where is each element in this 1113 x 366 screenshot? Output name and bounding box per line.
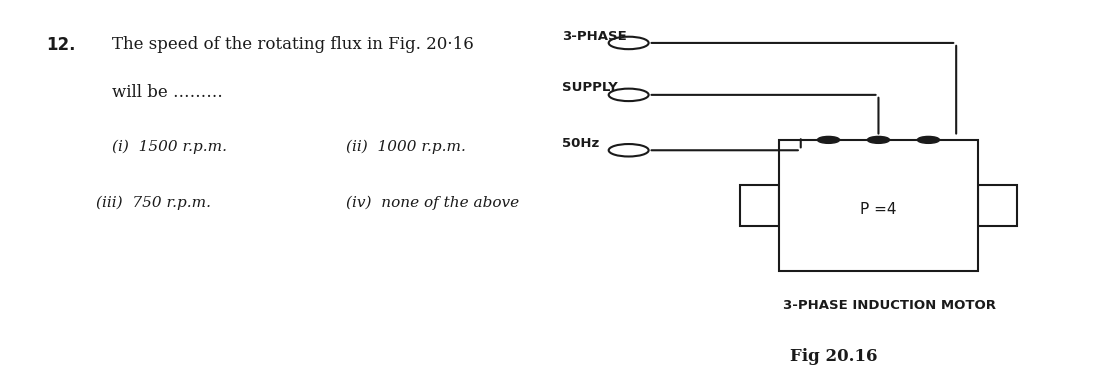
FancyBboxPatch shape [740,185,779,227]
Circle shape [917,137,939,143]
Text: P =4: P =4 [860,202,897,217]
Text: SUPPLY: SUPPLY [562,82,618,94]
Text: (ii)  1000 r.p.m.: (ii) 1000 r.p.m. [345,140,465,154]
Text: Fig 20.16: Fig 20.16 [790,348,878,365]
FancyBboxPatch shape [978,185,1017,227]
Text: (i)  1500 r.p.m.: (i) 1500 r.p.m. [112,140,227,154]
FancyBboxPatch shape [779,140,978,272]
Text: 12.: 12. [46,36,76,54]
Text: 3-PHASE INDUCTION MOTOR: 3-PHASE INDUCTION MOTOR [784,299,996,312]
Text: (iii)  750 r.p.m.: (iii) 750 r.p.m. [96,195,210,210]
Text: 50Hz: 50Hz [562,137,599,150]
Text: 3-PHASE: 3-PHASE [562,30,627,42]
Circle shape [867,137,889,143]
Circle shape [817,137,839,143]
Text: (iv)  none of the above: (iv) none of the above [345,195,519,210]
Text: will be ………: will be ……… [112,85,224,101]
Text: The speed of the rotating flux in Fig. 20·16: The speed of the rotating flux in Fig. 2… [112,36,474,53]
